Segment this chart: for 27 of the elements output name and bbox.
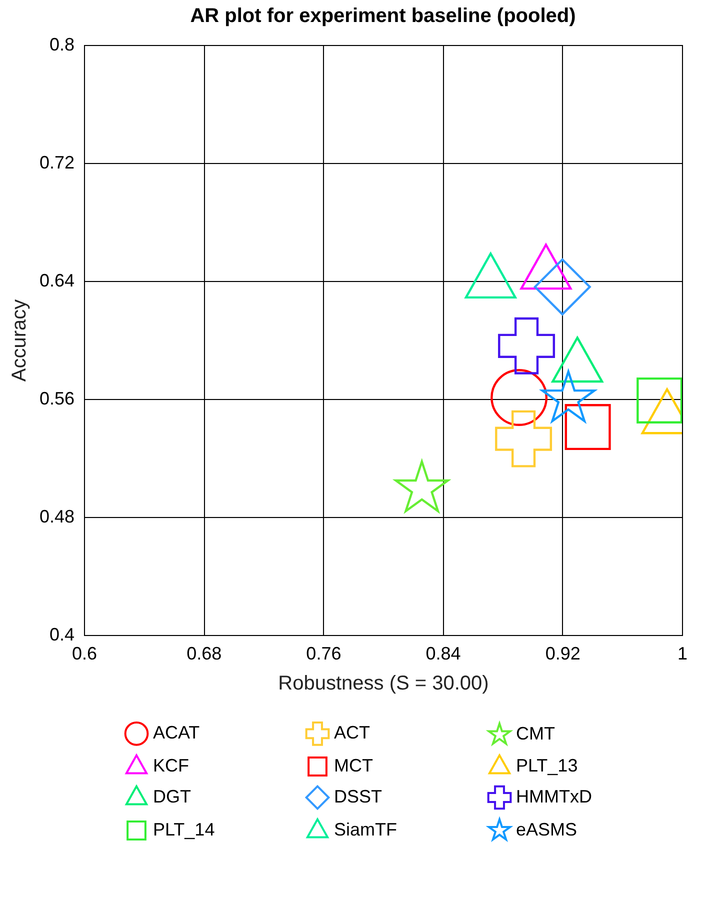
y-axis-title: Accuracy <box>8 299 30 382</box>
y-tick-label: 0.72 <box>39 152 74 172</box>
x-tick-label: 0.76 <box>306 644 342 664</box>
legend-label: PLT_14 <box>153 820 215 840</box>
x-tick-label: 0.84 <box>426 644 461 664</box>
legend-label: HMMTxD <box>516 786 592 806</box>
y-tick-label: 0.48 <box>39 506 74 526</box>
x-axis-title: Robustness (S = 30.00) <box>278 672 489 694</box>
y-tick-label: 0.8 <box>49 34 74 54</box>
legend-label: ACAT <box>153 722 200 743</box>
x-tick-label: 0.6 <box>72 644 98 664</box>
x-tick-label: 0.68 <box>186 644 222 664</box>
x-tick-label: 1 <box>677 644 688 664</box>
legend-label: SiamTF <box>334 820 398 840</box>
legend-label: MCT <box>334 756 373 776</box>
chart-title: AR plot for experiment baseline (pooled) <box>190 5 576 27</box>
y-tick-label: 0.56 <box>39 388 74 408</box>
x-tick-label: 0.92 <box>545 644 580 664</box>
legend-label: DSST <box>334 786 382 806</box>
legend-label: CMT <box>516 724 555 744</box>
legend-label: KCF <box>153 756 190 776</box>
legend-label: eASMS <box>516 820 578 840</box>
legend-label: PLT_13 <box>516 756 578 776</box>
legend-label: DGT <box>153 786 191 806</box>
y-tick-label: 0.64 <box>39 270 74 290</box>
y-tick-label: 0.4 <box>49 624 74 644</box>
legend-label: ACT <box>334 722 370 743</box>
